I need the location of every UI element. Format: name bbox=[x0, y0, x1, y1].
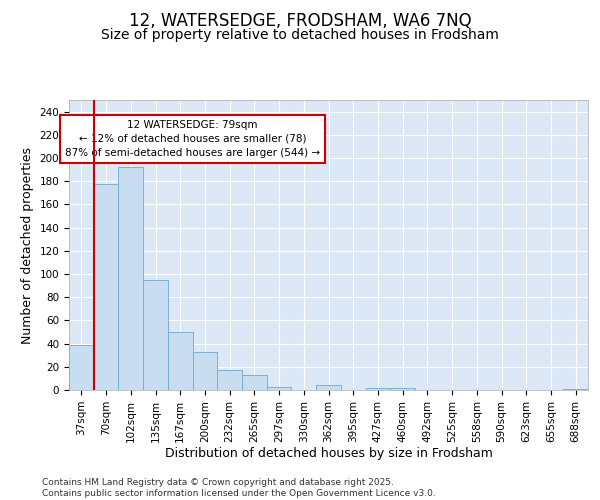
Bar bbox=[118, 168, 143, 390]
X-axis label: Distribution of detached houses by size in Frodsham: Distribution of detached houses by size … bbox=[164, 448, 493, 460]
Bar bbox=[390, 388, 415, 390]
Bar bbox=[193, 352, 217, 390]
Bar bbox=[365, 388, 390, 390]
Bar bbox=[242, 375, 267, 390]
Text: Size of property relative to detached houses in Frodsham: Size of property relative to detached ho… bbox=[101, 28, 499, 42]
Bar bbox=[168, 332, 193, 390]
Y-axis label: Number of detached properties: Number of detached properties bbox=[21, 146, 34, 344]
Text: 12, WATERSEDGE, FRODSHAM, WA6 7NQ: 12, WATERSEDGE, FRODSHAM, WA6 7NQ bbox=[128, 12, 472, 30]
Text: 12 WATERSEDGE: 79sqm
← 12% of detached houses are smaller (78)
87% of semi-detac: 12 WATERSEDGE: 79sqm ← 12% of detached h… bbox=[65, 120, 320, 158]
Bar bbox=[69, 345, 94, 390]
Bar bbox=[316, 386, 341, 390]
Bar bbox=[563, 389, 588, 390]
Bar bbox=[217, 370, 242, 390]
Text: Contains HM Land Registry data © Crown copyright and database right 2025.
Contai: Contains HM Land Registry data © Crown c… bbox=[42, 478, 436, 498]
Bar bbox=[267, 386, 292, 390]
Bar bbox=[94, 184, 118, 390]
Bar bbox=[143, 280, 168, 390]
